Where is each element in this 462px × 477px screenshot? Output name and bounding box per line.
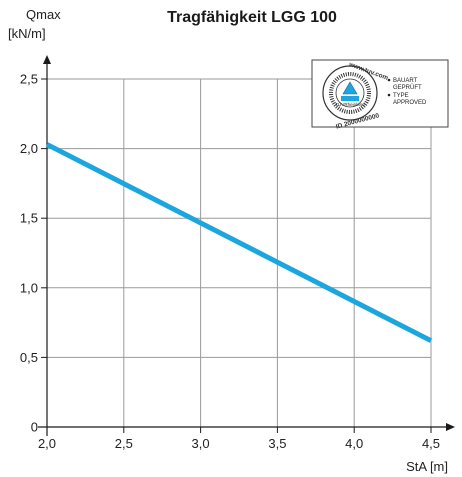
- tuv-seal-icon: www.tuv.com ID 2000000000 TÜVRheinland: [322, 61, 389, 131]
- tick-labels: 2,0 2,5 3,0 3,5 4,0 4,5 0 0,5 1,0 1,5 2,0 2,5: [20, 72, 440, 452]
- y-tick-label: 1,5: [20, 211, 38, 226]
- chart-title: Tragfähigkeit LGG 100: [167, 9, 337, 26]
- y-tick-label: 2,5: [20, 72, 38, 87]
- y-axis-label: Qmax: [26, 7, 61, 22]
- x-axis-arrow-icon: [446, 423, 455, 431]
- y-tick-label: 0,5: [20, 350, 38, 365]
- x-tick-label: 3,5: [268, 436, 286, 451]
- x-tick-label: 2,0: [38, 436, 56, 451]
- badge-labels: BAUART GEPRÜFT TYPE APPROVED: [387, 78, 427, 106]
- seal-logo-text: TÜVRheinland: [335, 101, 365, 107]
- x-tick-label: 3,0: [192, 436, 210, 451]
- x-tick-label: 4,5: [422, 436, 440, 451]
- y-axis-unit: [kN/m]: [8, 26, 46, 41]
- y-axis-arrow-icon: [43, 55, 51, 64]
- series: [45, 142, 433, 343]
- y-tick-label: 0: [31, 420, 38, 435]
- grid: [47, 78, 432, 427]
- axes: [38, 55, 455, 436]
- x-tick-label: 2,5: [115, 436, 133, 451]
- x-axis-label: StA [m]: [406, 459, 448, 474]
- badge-item-2: TYPE APPROVED: [393, 93, 427, 106]
- x-tick-label: 4,0: [345, 436, 363, 451]
- tuv-badge: www.tuv.com ID 2000000000 TÜVRheinland B…: [311, 59, 449, 131]
- series-line: [45, 142, 433, 343]
- y-tick-label: 1,0: [20, 280, 38, 295]
- y-tick-label: 2,0: [20, 141, 38, 156]
- badge-item-1: BAUART GEPRÜFT: [393, 78, 422, 91]
